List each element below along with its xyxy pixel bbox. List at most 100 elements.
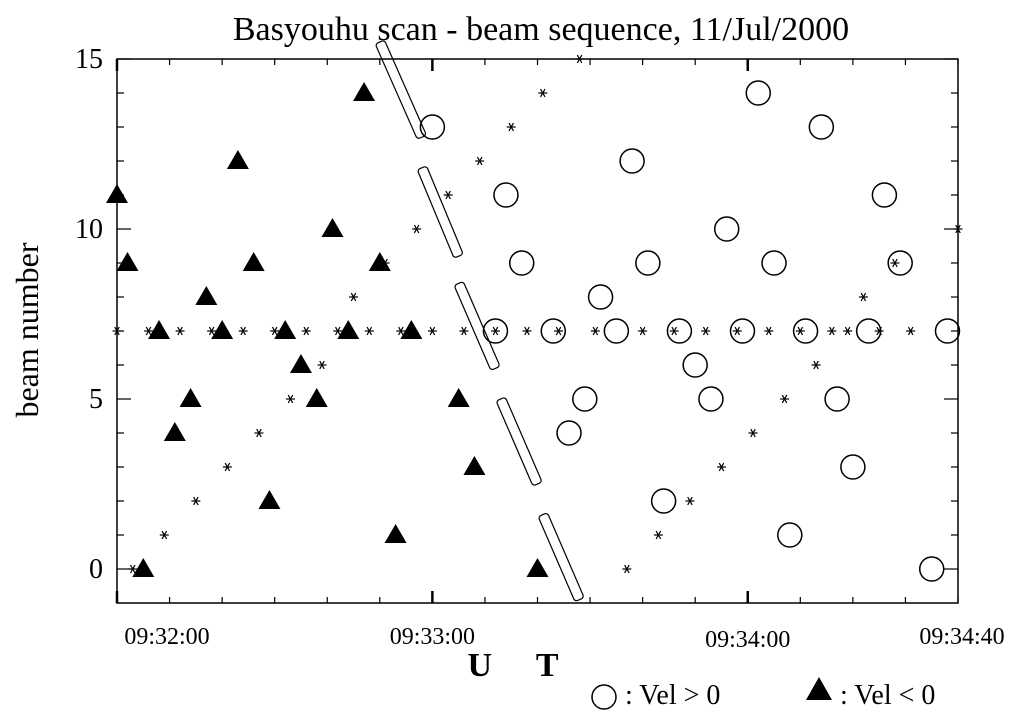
scan-annotations <box>375 40 584 602</box>
scan-bar <box>538 512 584 602</box>
positive-velocity-point <box>792 318 819 344</box>
positive-velocity-point <box>540 318 567 344</box>
negative-velocity-point <box>132 558 155 577</box>
negative-velocity-point <box>211 320 234 339</box>
positive-velocity-point <box>587 284 614 310</box>
positive-velocity-point <box>745 80 772 106</box>
sample-point <box>475 156 485 166</box>
data-marks <box>106 54 963 582</box>
positive-velocity-point <box>698 386 724 412</box>
sample-point <box>459 326 469 336</box>
negative-velocity-point <box>116 252 139 271</box>
sample-point <box>285 394 295 404</box>
sample-point <box>191 496 201 506</box>
positive-velocity-point <box>556 420 582 446</box>
positive-velocity-point <box>918 556 945 582</box>
positive-velocity-point <box>824 386 850 412</box>
sample-point <box>538 88 548 98</box>
y-tick-label: 0 <box>89 554 103 585</box>
positive-velocity-point <box>493 182 519 208</box>
scan-bar <box>454 281 500 371</box>
positive-velocity-point <box>777 522 803 548</box>
sample-point <box>175 326 185 336</box>
negative-velocity-point <box>305 388 328 407</box>
sample-point <box>590 326 600 336</box>
sample-point <box>669 326 679 336</box>
sample-point <box>906 326 916 336</box>
legend-triangle-icon <box>806 677 832 700</box>
positive-velocity-point <box>682 352 708 378</box>
sample-point <box>843 326 853 336</box>
legend-negative-label: : Vel < 0 <box>840 680 935 711</box>
sample-point <box>638 326 648 336</box>
x-tick-label: 09:34:00 <box>705 627 790 653</box>
sample-point <box>144 326 154 336</box>
scan-bar <box>496 397 542 486</box>
sample-point <box>827 326 837 336</box>
negative-velocity-point <box>274 320 297 339</box>
sample-point <box>701 326 711 336</box>
sample-point <box>764 326 774 336</box>
y-tick-label: 15 <box>75 44 103 75</box>
negative-velocity-point <box>195 286 218 305</box>
scan-bar <box>375 40 427 139</box>
y-tick-label: 10 <box>75 214 103 245</box>
negative-velocity-point <box>163 422 186 441</box>
x-axis-label: U T <box>467 647 576 684</box>
negative-velocity-point <box>447 388 470 407</box>
negative-velocity-point <box>289 354 312 373</box>
sample-point <box>349 292 359 302</box>
positive-velocity-point <box>855 318 882 344</box>
negative-velocity-point <box>368 252 391 271</box>
sample-point <box>653 530 663 540</box>
x-tick-label: 09:33:00 <box>390 624 475 650</box>
sample-point <box>716 462 726 472</box>
axis-ticks <box>115 58 959 603</box>
positive-velocity-point <box>713 216 740 242</box>
positive-velocity-point <box>603 318 630 344</box>
sample-point <box>575 54 585 64</box>
positive-velocity-point <box>419 114 446 140</box>
sample-point <box>222 462 232 472</box>
x-tick-label: 09:34:40 <box>919 624 1004 650</box>
sample-point <box>490 326 500 336</box>
sample-point <box>811 360 821 370</box>
sample-point <box>207 326 217 336</box>
sample-point <box>732 326 742 336</box>
sample-point <box>622 564 632 574</box>
sample-point <box>443 190 453 200</box>
sample-point <box>159 530 169 540</box>
positive-velocity-point <box>808 114 835 140</box>
sample-point <box>874 326 884 336</box>
positive-velocity-point <box>871 182 898 208</box>
sample-point <box>317 360 327 370</box>
sample-point <box>270 326 280 336</box>
sample-point <box>364 326 374 336</box>
sample-point <box>128 564 138 574</box>
positive-velocity-point <box>482 318 509 344</box>
positive-velocity-point <box>887 250 913 276</box>
sample-point <box>112 326 122 336</box>
negative-velocity-point <box>321 218 344 237</box>
positive-velocity-point <box>572 386 598 412</box>
positive-velocity-point <box>729 318 756 344</box>
negative-velocity-point <box>384 524 407 543</box>
sample-point <box>301 326 311 336</box>
scan-bar <box>417 166 463 258</box>
negative-velocity-point <box>258 490 281 509</box>
negative-velocity-point <box>526 558 549 577</box>
positive-velocity-point <box>840 454 866 480</box>
legend-positive-label: : Vel > 0 <box>625 680 720 711</box>
chart-title: Basyouhu scan - beam sequence, 11/Jul/20… <box>233 11 849 48</box>
sample-point <box>427 326 437 336</box>
legend-circle-icon <box>591 684 617 710</box>
sample-point <box>795 326 805 336</box>
positive-velocity-point <box>619 148 645 174</box>
negative-velocity-point <box>148 320 171 339</box>
sample-point <box>780 394 790 404</box>
axis-tick-labels: 0 5 10 15 09:32:00 09:33:00 09:34:00 09:34:40 <box>75 44 1005 653</box>
legend: : Vel > 0 : Vel < 0 <box>591 677 935 711</box>
negative-velocity-point <box>400 320 423 339</box>
negative-velocity-point <box>226 150 249 169</box>
